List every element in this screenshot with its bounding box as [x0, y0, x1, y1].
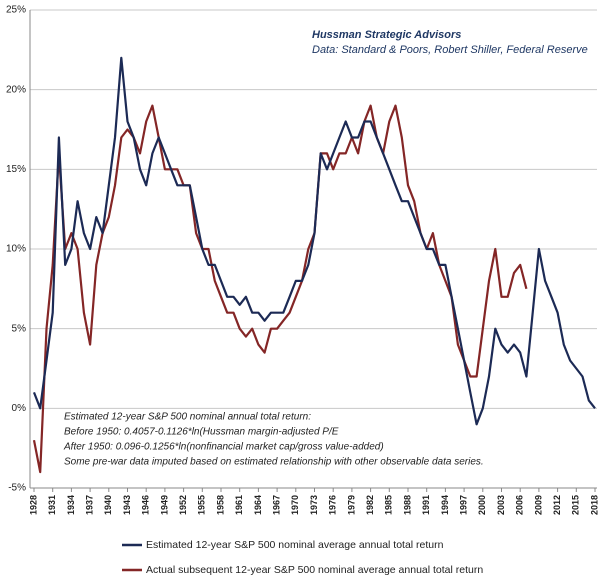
- line: [32, 104, 528, 474]
- x-tick-label: 1967: [271, 495, 281, 515]
- x-tick-label: 1988: [402, 495, 412, 515]
- x-tick-label: 1955: [197, 495, 207, 515]
- x-tick-label: 1973: [309, 495, 319, 515]
- x-tick-label: 2015: [571, 495, 581, 515]
- x-tick-label: 1958: [215, 495, 225, 515]
- x-tick-label: 1949: [159, 495, 169, 515]
- y-tick-label: 10%: [6, 244, 26, 255]
- x-tick-label: 1943: [122, 495, 132, 515]
- y-tick-label: 5%: [12, 323, 27, 334]
- y-tick-label: 0%: [12, 403, 27, 414]
- x-tick-label: 1982: [365, 495, 375, 515]
- legend-label: Estimated 12-year S&P 500 nominal averag…: [146, 539, 444, 551]
- x-tick-label: 1970: [290, 495, 300, 515]
- y-tick-label: -5%: [8, 483, 26, 494]
- x-tick-label: 2000: [477, 495, 487, 515]
- x-tick-label: 1979: [346, 495, 356, 515]
- x-tick-label: 1931: [47, 495, 57, 515]
- note: Estimated 12-year S&P 500 nominal annual…: [64, 412, 311, 423]
- x-tick-label: 1937: [84, 495, 94, 515]
- x-tick-label: 1997: [458, 495, 468, 515]
- x-tick-label: 2006: [515, 495, 525, 515]
- note: After 1950: 0.096-0.1256*ln(nonfinancial…: [63, 442, 384, 453]
- x-tick-label: 1934: [66, 495, 76, 515]
- x-tick-label: 1976: [328, 495, 338, 515]
- y-tick-label: 25%: [6, 5, 26, 16]
- note: Some pre-war data imputed based on estim…: [64, 457, 484, 468]
- x-tick-label: 1991: [421, 495, 431, 515]
- y-tick-label: 15%: [6, 164, 26, 175]
- legend-label: Actual subsequent 12-year S&P 500 nomina…: [146, 564, 483, 576]
- x-tick-label: 1952: [178, 495, 188, 515]
- x-tick-label: 2012: [552, 495, 562, 515]
- x-tick-label: 1994: [440, 495, 450, 515]
- x-tick-label: 2009: [533, 495, 543, 515]
- line: [32, 56, 596, 426]
- x-tick-label: 1940: [103, 495, 113, 515]
- x-tick-label: 1961: [234, 495, 244, 515]
- x-tick-label: 2003: [496, 495, 506, 515]
- x-tick-label: 1985: [384, 495, 394, 515]
- annotation: Hussman Strategic Advisors: [312, 29, 461, 41]
- note: Before 1950: 0.4057-0.1126*ln(Hussman ma…: [64, 427, 339, 438]
- x-tick-label: 1946: [141, 495, 151, 515]
- x-tick-label: 2018: [589, 495, 599, 515]
- y-tick-label: 20%: [6, 84, 26, 95]
- annotation: Data: Standard & Poors, Robert Shiller, …: [312, 44, 588, 56]
- x-tick-label: 1928: [28, 495, 38, 515]
- x-tick-label: 1964: [253, 495, 263, 515]
